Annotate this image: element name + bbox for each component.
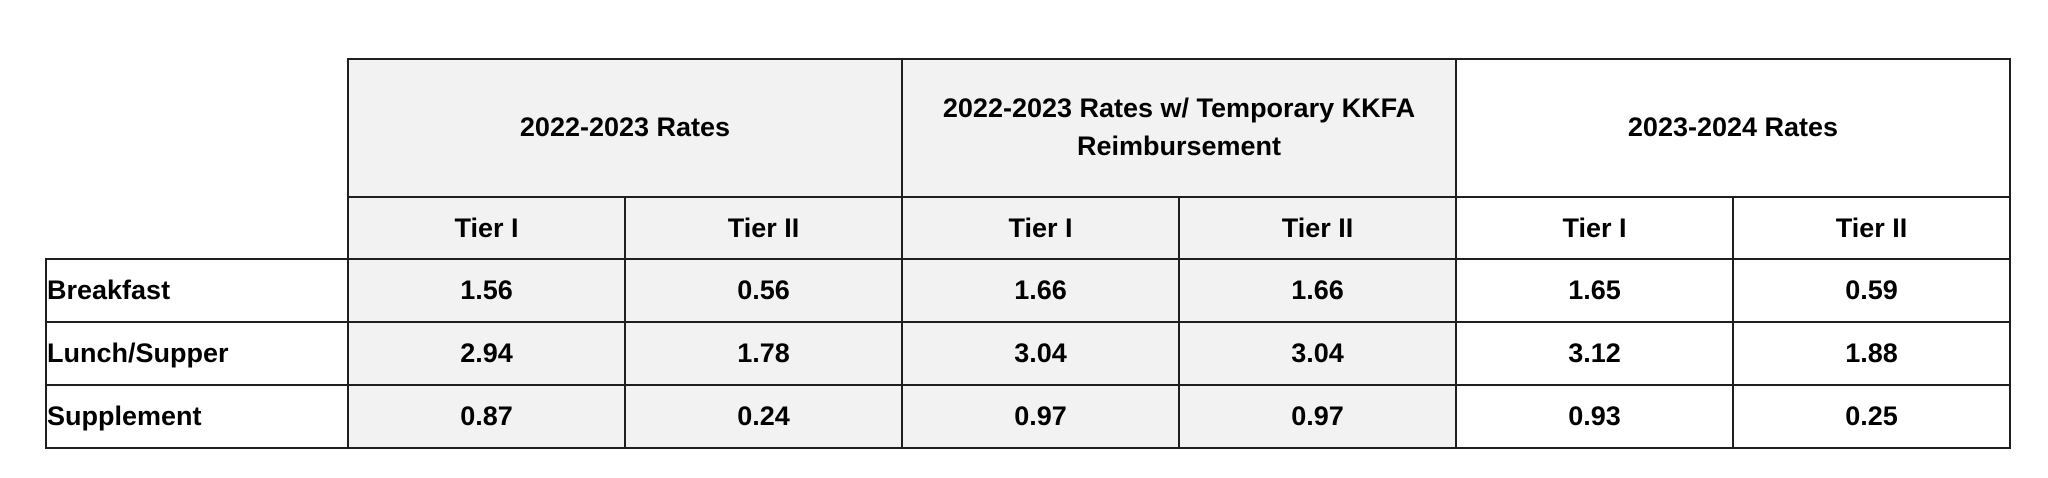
value-cell: 0.93 bbox=[1455, 384, 1734, 449]
value-cell: 0.56 bbox=[624, 258, 903, 323]
value-cell: 0.97 bbox=[901, 384, 1180, 449]
data-row-lunch-supper: Lunch/Supper 2.94 1.78 3.04 3.04 3.12 1.… bbox=[45, 321, 2011, 386]
data-row-supplement: Supplement 0.87 0.24 0.97 0.97 0.93 0.25 bbox=[45, 384, 2011, 449]
value-cell: 1.66 bbox=[901, 258, 1180, 323]
row-label-cell: Supplement bbox=[45, 384, 349, 449]
value-cell: 0.59 bbox=[1732, 258, 2011, 323]
value-cell: 1.78 bbox=[624, 321, 903, 386]
group-header-2022-2023-rates: 2022-2023 Rates bbox=[347, 58, 903, 198]
tier-header-row: Tier I Tier II Tier I Tier II Tier I Tie… bbox=[46, 196, 2011, 260]
value-cell: 1.56 bbox=[347, 258, 626, 323]
tier-header-cell: Tier II bbox=[624, 196, 903, 260]
group-header-row: 2022-2023 Rates 2022-2023 Rates w/ Tempo… bbox=[46, 58, 2011, 198]
value-cell: 1.65 bbox=[1455, 258, 1734, 323]
tier-header-cell: Tier II bbox=[1732, 196, 2011, 260]
value-cell: 1.66 bbox=[1178, 258, 1457, 323]
tier-header-cell: Tier I bbox=[901, 196, 1180, 260]
tier-header-cell: Tier II bbox=[1178, 196, 1457, 260]
value-cell: 0.25 bbox=[1732, 384, 2011, 449]
value-cell: 3.12 bbox=[1455, 321, 1734, 386]
value-cell: 0.24 bbox=[624, 384, 903, 449]
value-cell: 3.04 bbox=[1178, 321, 1457, 386]
meal-rates-table: 2022-2023 Rates 2022-2023 Rates w/ Tempo… bbox=[45, 58, 2011, 449]
group-header-2022-2023-kkfa-rates: 2022-2023 Rates w/ Temporary KKFA Reimbu… bbox=[901, 58, 1457, 198]
tier-header-cell: Tier I bbox=[1455, 196, 1734, 260]
row-label-cell: Breakfast bbox=[45, 258, 349, 323]
row-label-cell: Lunch/Supper bbox=[45, 321, 349, 386]
spacer-cell bbox=[46, 197, 348, 259]
value-cell: 1.88 bbox=[1732, 321, 2011, 386]
value-cell: 0.97 bbox=[1178, 384, 1457, 449]
spacer-cell bbox=[46, 59, 348, 197]
value-cell: 2.94 bbox=[347, 321, 626, 386]
group-header-2023-2024-rates: 2023-2024 Rates bbox=[1455, 58, 2011, 198]
data-row-breakfast: Breakfast 1.56 0.56 1.66 1.66 1.65 0.59 bbox=[45, 258, 2011, 323]
value-cell: 3.04 bbox=[901, 321, 1180, 386]
value-cell: 0.87 bbox=[347, 384, 626, 449]
tier-header-cell: Tier I bbox=[347, 196, 626, 260]
